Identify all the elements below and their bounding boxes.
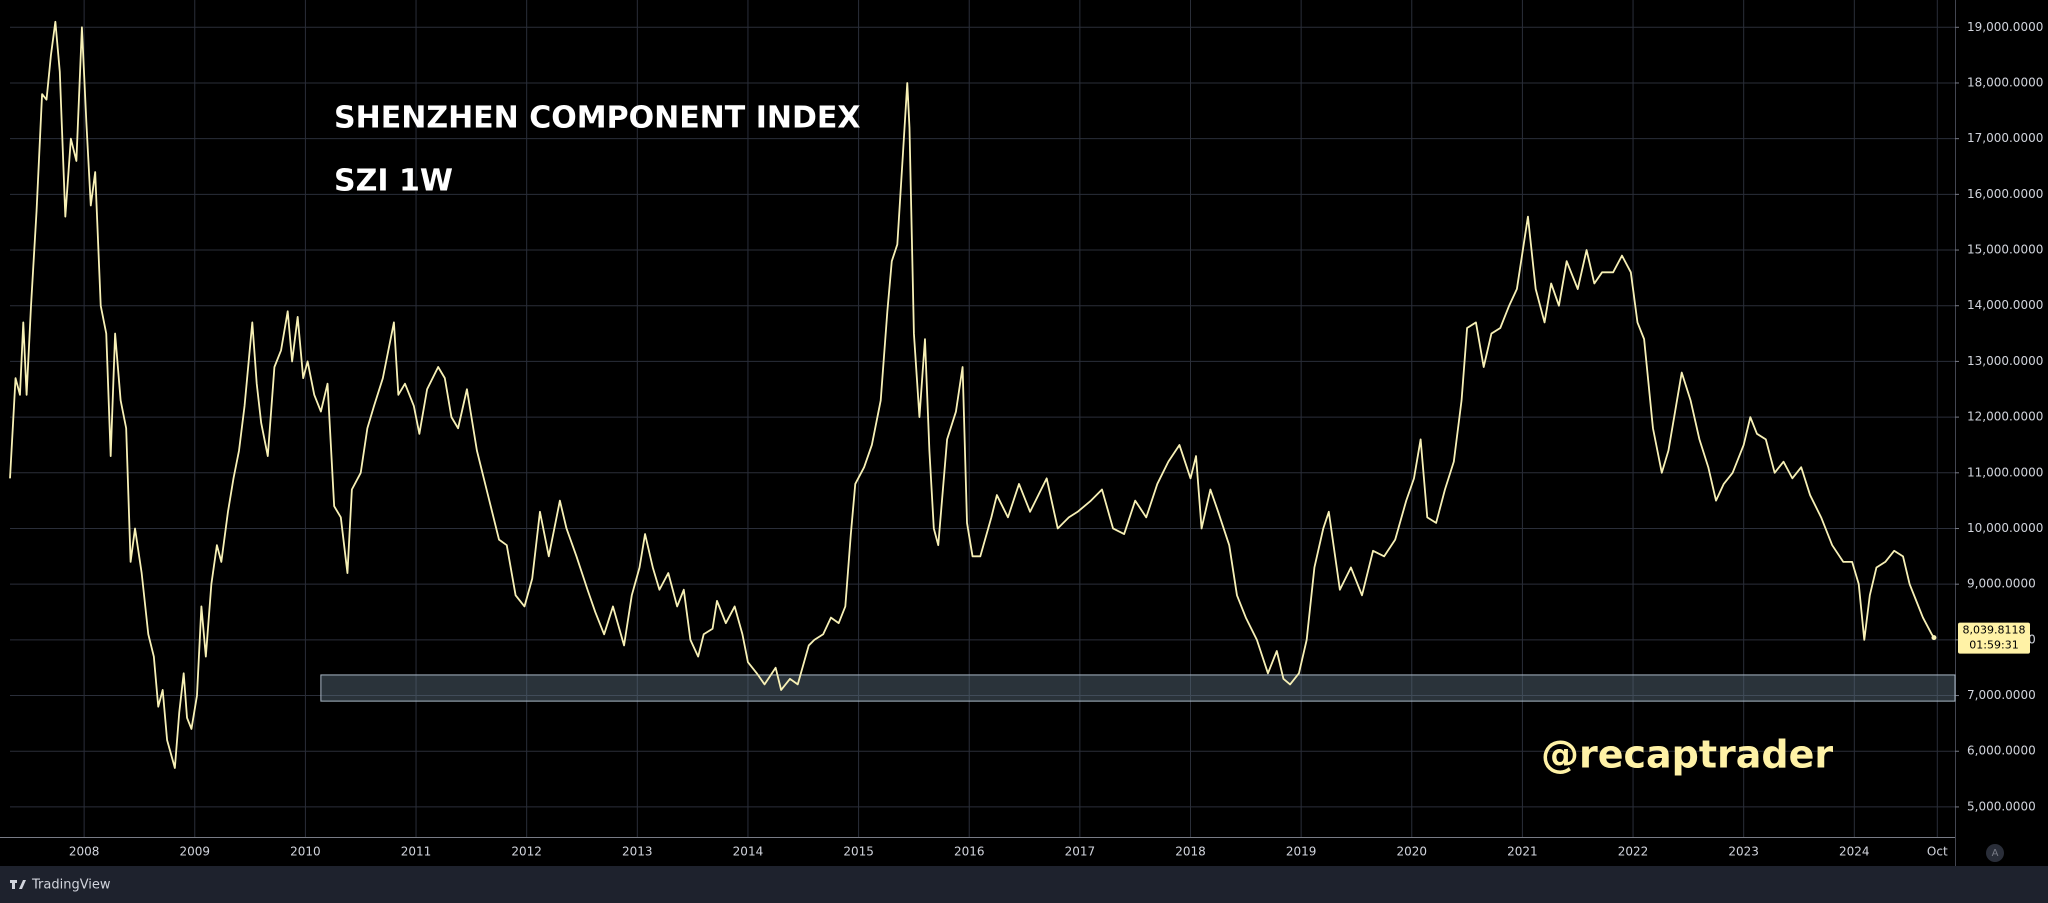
last-price-dot bbox=[1931, 635, 1937, 641]
grid bbox=[10, 0, 1955, 837]
y-tick-label: 13,000.0000 bbox=[1967, 354, 2043, 368]
watermark: @recaptrader bbox=[1541, 733, 1833, 777]
scale-button[interactable] bbox=[1986, 844, 2004, 862]
x-tick-label: 2024 bbox=[1839, 845, 1870, 859]
brand-logo bbox=[10, 880, 26, 889]
x-tick-label: 2017 bbox=[1065, 845, 1096, 859]
brand: TradingView bbox=[31, 878, 111, 893]
x-tick-label: 2019 bbox=[1286, 845, 1317, 859]
y-tick-label: 9,000.0000 bbox=[1967, 577, 2036, 591]
y-tick-label: 18,000.0000 bbox=[1967, 75, 2043, 89]
y-tick-label: 6,000.0000 bbox=[1967, 744, 2036, 758]
scale-button-label[interactable]: A bbox=[1992, 848, 1999, 859]
support-zone bbox=[320, 674, 1956, 702]
x-tick-label: 2008 bbox=[69, 845, 100, 859]
x-tick-label: 2012 bbox=[511, 845, 542, 859]
x-tick-label: 2013 bbox=[622, 845, 653, 859]
y-tick-label: 7,000.0000 bbox=[1967, 688, 2036, 702]
footer-bar bbox=[0, 866, 2048, 903]
y-tick-label: 15,000.0000 bbox=[1967, 243, 2043, 257]
last-price-box bbox=[1958, 622, 2030, 654]
price-line bbox=[9, 20, 1935, 769]
x-tick-label: 2023 bbox=[1728, 845, 1759, 859]
y-tick-label: 14,000.0000 bbox=[1967, 298, 2043, 312]
x-tick-label: 2014 bbox=[733, 845, 764, 859]
y-tick-label: 11,000.0000 bbox=[1967, 465, 2043, 479]
x-tick-label: 2016 bbox=[954, 845, 985, 859]
x-tick-label: 2015 bbox=[843, 845, 874, 859]
x-tick-label: 2018 bbox=[1175, 845, 1206, 859]
x-tick-label: 2009 bbox=[179, 845, 210, 859]
x-tick-label: 2022 bbox=[1618, 845, 1649, 859]
y-tick-label: 16,000.0000 bbox=[1967, 187, 2043, 201]
x-tick-label: 2021 bbox=[1507, 845, 1538, 859]
x-tick-label: 2010 bbox=[290, 845, 321, 859]
countdown: 01:59:31 bbox=[1969, 639, 2018, 652]
y-tick-label: 17,000.0000 bbox=[1967, 131, 2043, 145]
chart-title: SHENZHEN COMPONENT INDEX bbox=[334, 101, 861, 136]
y-tick-label: 5,000.0000 bbox=[1967, 799, 2036, 813]
x-tick-label: Oct bbox=[1927, 845, 1948, 859]
chart-subtitle: SZI 1W bbox=[334, 164, 453, 199]
x-tick-label: 2020 bbox=[1396, 845, 1427, 859]
x-tick-label: 2011 bbox=[401, 845, 432, 859]
y-tick-label: 12,000.0000 bbox=[1967, 410, 2043, 424]
last-price-label: 8,039.8118 bbox=[1963, 624, 2026, 637]
y-tick-label: 19,000.0000 bbox=[1967, 20, 2043, 34]
y-tick-label: 10,000.0000 bbox=[1967, 521, 2043, 535]
